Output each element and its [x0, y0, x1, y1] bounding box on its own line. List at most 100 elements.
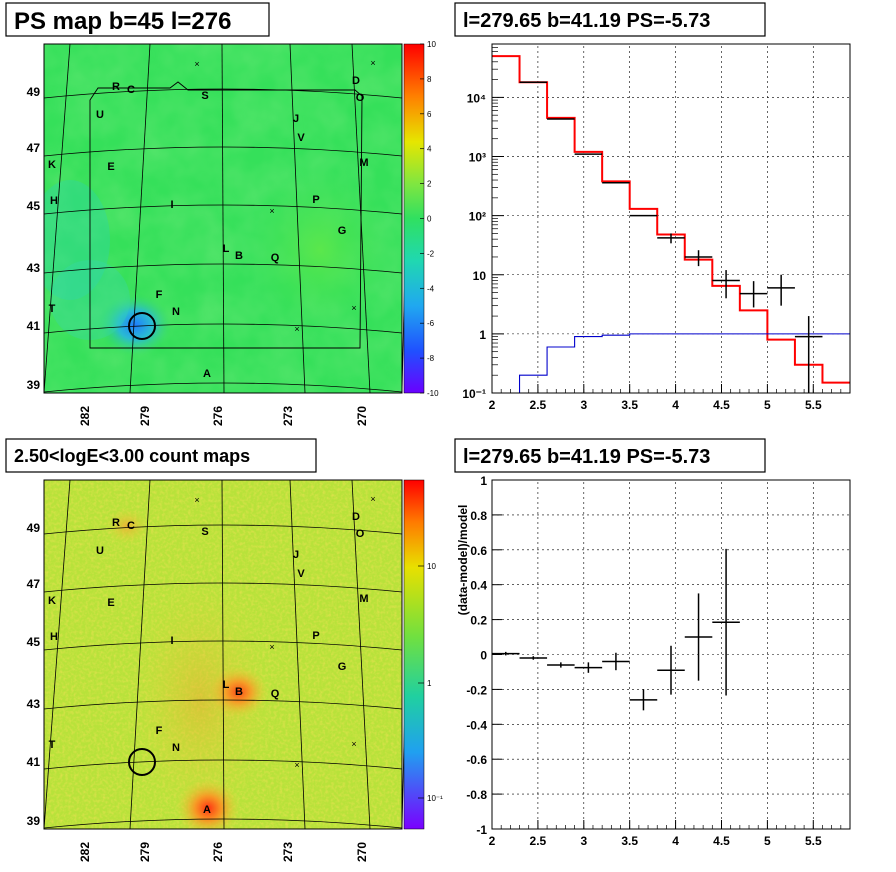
marker-cross: × — [269, 206, 274, 216]
longitude-line — [289, 479, 306, 830]
longitude-line — [221, 479, 225, 830]
latitude-line — [43, 382, 403, 393]
source-label: G — [338, 225, 347, 237]
longitude-line — [43, 43, 71, 394]
spectrum-x-tick-label: 5 — [764, 398, 771, 412]
marker-cross: × — [351, 303, 356, 313]
palette-tick-label: -10 — [427, 389, 439, 398]
source-label: F — [156, 725, 163, 737]
latitude-tick-label: 47 — [27, 577, 41, 591]
spectrum-y-tick-label: 10⁴ — [467, 91, 486, 105]
ps-map-panel: R C DO S U JV K E M H I P G LB Q F T N A × × × × × 49 47 45 43 41 39… — [5, 2, 439, 426]
residual-y-tick-label: 0.8 — [470, 509, 487, 523]
count-map-palette-ticks: 10 1 10⁻¹ — [418, 562, 443, 803]
longitude-tick-label: 279 — [138, 406, 152, 426]
longitude-tick-label: 282 — [78, 406, 92, 426]
source-label: E — [107, 597, 114, 609]
palette-tick-label: 8 — [427, 75, 432, 84]
roi-outline — [89, 81, 363, 349]
count-map-frame — [43, 479, 403, 830]
residual-panel: 2 2.5 3 3.5 4 4.5 5 5.5 -1 -0.8 -0.6 -0.4 -0.2 0 0.2 0.… — [454, 438, 851, 848]
marker-cross: × — [370, 494, 375, 504]
spectrum-x-tick-label: 4.5 — [713, 398, 730, 412]
latitude-tick-label: 39 — [27, 378, 41, 392]
palette-tick-label: -8 — [427, 354, 435, 363]
source-label: N — [172, 742, 180, 754]
longitude-tick-label: 276 — [211, 842, 225, 862]
latitude-tick-label: 45 — [27, 199, 41, 213]
source-label: G — [338, 661, 347, 673]
residual-y-tick-label: -0.2 — [466, 683, 487, 697]
palette-tick-label: -4 — [427, 284, 435, 293]
source-label: H — [50, 195, 58, 207]
source-label: Q — [271, 688, 280, 700]
longitude-tick-label: 270 — [355, 842, 369, 862]
latitude-line — [43, 323, 403, 334]
source-label: D — [352, 511, 360, 523]
residual-y-tick-label: 1 — [480, 474, 487, 488]
longitude-tick-label: 282 — [78, 842, 92, 862]
marker-cross: × — [294, 760, 299, 770]
residual-title-box — [454, 438, 766, 473]
count-map-axis-labels: 49 47 45 43 41 39 282 279 276 273 270 — [27, 521, 369, 862]
ps-map-axis-labels: 49 47 45 43 41 39 282 279 276 273 270 — [27, 85, 369, 426]
latitude-tick-label: 41 — [27, 319, 41, 333]
marker-cross: × — [194, 495, 199, 505]
spectrum-frame — [491, 43, 851, 394]
source-label: S — [201, 526, 208, 538]
count-map-title: 2.50<logE<3.00 count maps — [14, 446, 250, 466]
source-label: R — [112, 517, 120, 529]
count-map-source-labels: R C DO S U JV K E M H I P G LB Q F T N A × × × × × — [48, 494, 376, 816]
longitude-line — [221, 43, 225, 394]
palette-tick-label: 1 — [427, 679, 432, 688]
palette-tick-label: -2 — [427, 249, 435, 258]
spectrum-panel: 2 2.5 3 3.5 4 4.5 5 5.5 10⁻¹ 1 10 10² 10³ 10⁴ l=279.6… — [454, 2, 851, 412]
ps-map-title: PS map b=45 l=276 — [14, 8, 231, 35]
source-label: L — [223, 243, 230, 255]
source-label: A — [203, 368, 211, 380]
spectrum-y-tick-label: 10⁻¹ — [462, 387, 486, 401]
source-label: I — [170, 635, 173, 647]
source-label: J — [293, 113, 299, 125]
longitude-tick-label: 273 — [281, 406, 295, 426]
source-label: H — [50, 631, 58, 643]
residual-plot: 2 2.5 3 3.5 4 4.5 5 5.5 -1 -0.8 -0.6 -0.4 -0.2 0 0.2 0.… — [456, 474, 851, 848]
residual-x-tick-label: 2.5 — [530, 834, 547, 848]
source-label: F — [156, 289, 163, 301]
source-label: U — [96, 545, 104, 557]
residual-x-tick-label: 5.5 — [805, 834, 822, 848]
spectrum-x-tick-label: 2 — [489, 398, 496, 412]
palette-tick-label: 6 — [427, 110, 432, 119]
count-map-color-palette — [403, 479, 425, 830]
latitude-tick-label: 49 — [27, 521, 41, 535]
spectrum-y-tick-label: 10 — [473, 269, 487, 283]
residual-x-tick-label: 4.5 — [713, 834, 730, 848]
marker-cross: × — [194, 59, 199, 69]
source-label: D — [352, 75, 360, 87]
source-label: L — [223, 679, 230, 691]
residual-x-tick-label: 3 — [580, 834, 587, 848]
source-label: O — [356, 528, 365, 540]
source-label: B — [235, 250, 243, 262]
latitude-tick-label: 47 — [27, 141, 41, 155]
model-source-step — [492, 333, 850, 394]
source-label: U — [96, 109, 104, 121]
ps-map-frame — [43, 43, 403, 394]
latitude-line — [43, 759, 403, 770]
latitude-line — [43, 146, 403, 157]
source-label: I — [170, 199, 173, 211]
spectrum-x-tick-label: 3.5 — [621, 398, 638, 412]
source-label: T — [49, 303, 56, 315]
marker-cross: × — [269, 642, 274, 652]
ps-map-palette-ticks: 10 8 6 4 2 0 -2 -4 -6 -8 -10 — [420, 40, 439, 398]
ps-map-source-labels: R C DO S U JV K E M H I P G LB Q F T N A × × × × × — [48, 58, 376, 380]
residual-x-tick-label: 2 — [489, 834, 496, 848]
longitude-line — [43, 479, 71, 830]
spectrum-x-tick-label: 4 — [672, 398, 679, 412]
source-label: S — [201, 90, 208, 102]
residual-x-tick-label: 5 — [764, 834, 771, 848]
latitude-tick-label: 45 — [27, 635, 41, 649]
latitude-line — [43, 818, 403, 829]
source-label: A — [203, 804, 211, 816]
